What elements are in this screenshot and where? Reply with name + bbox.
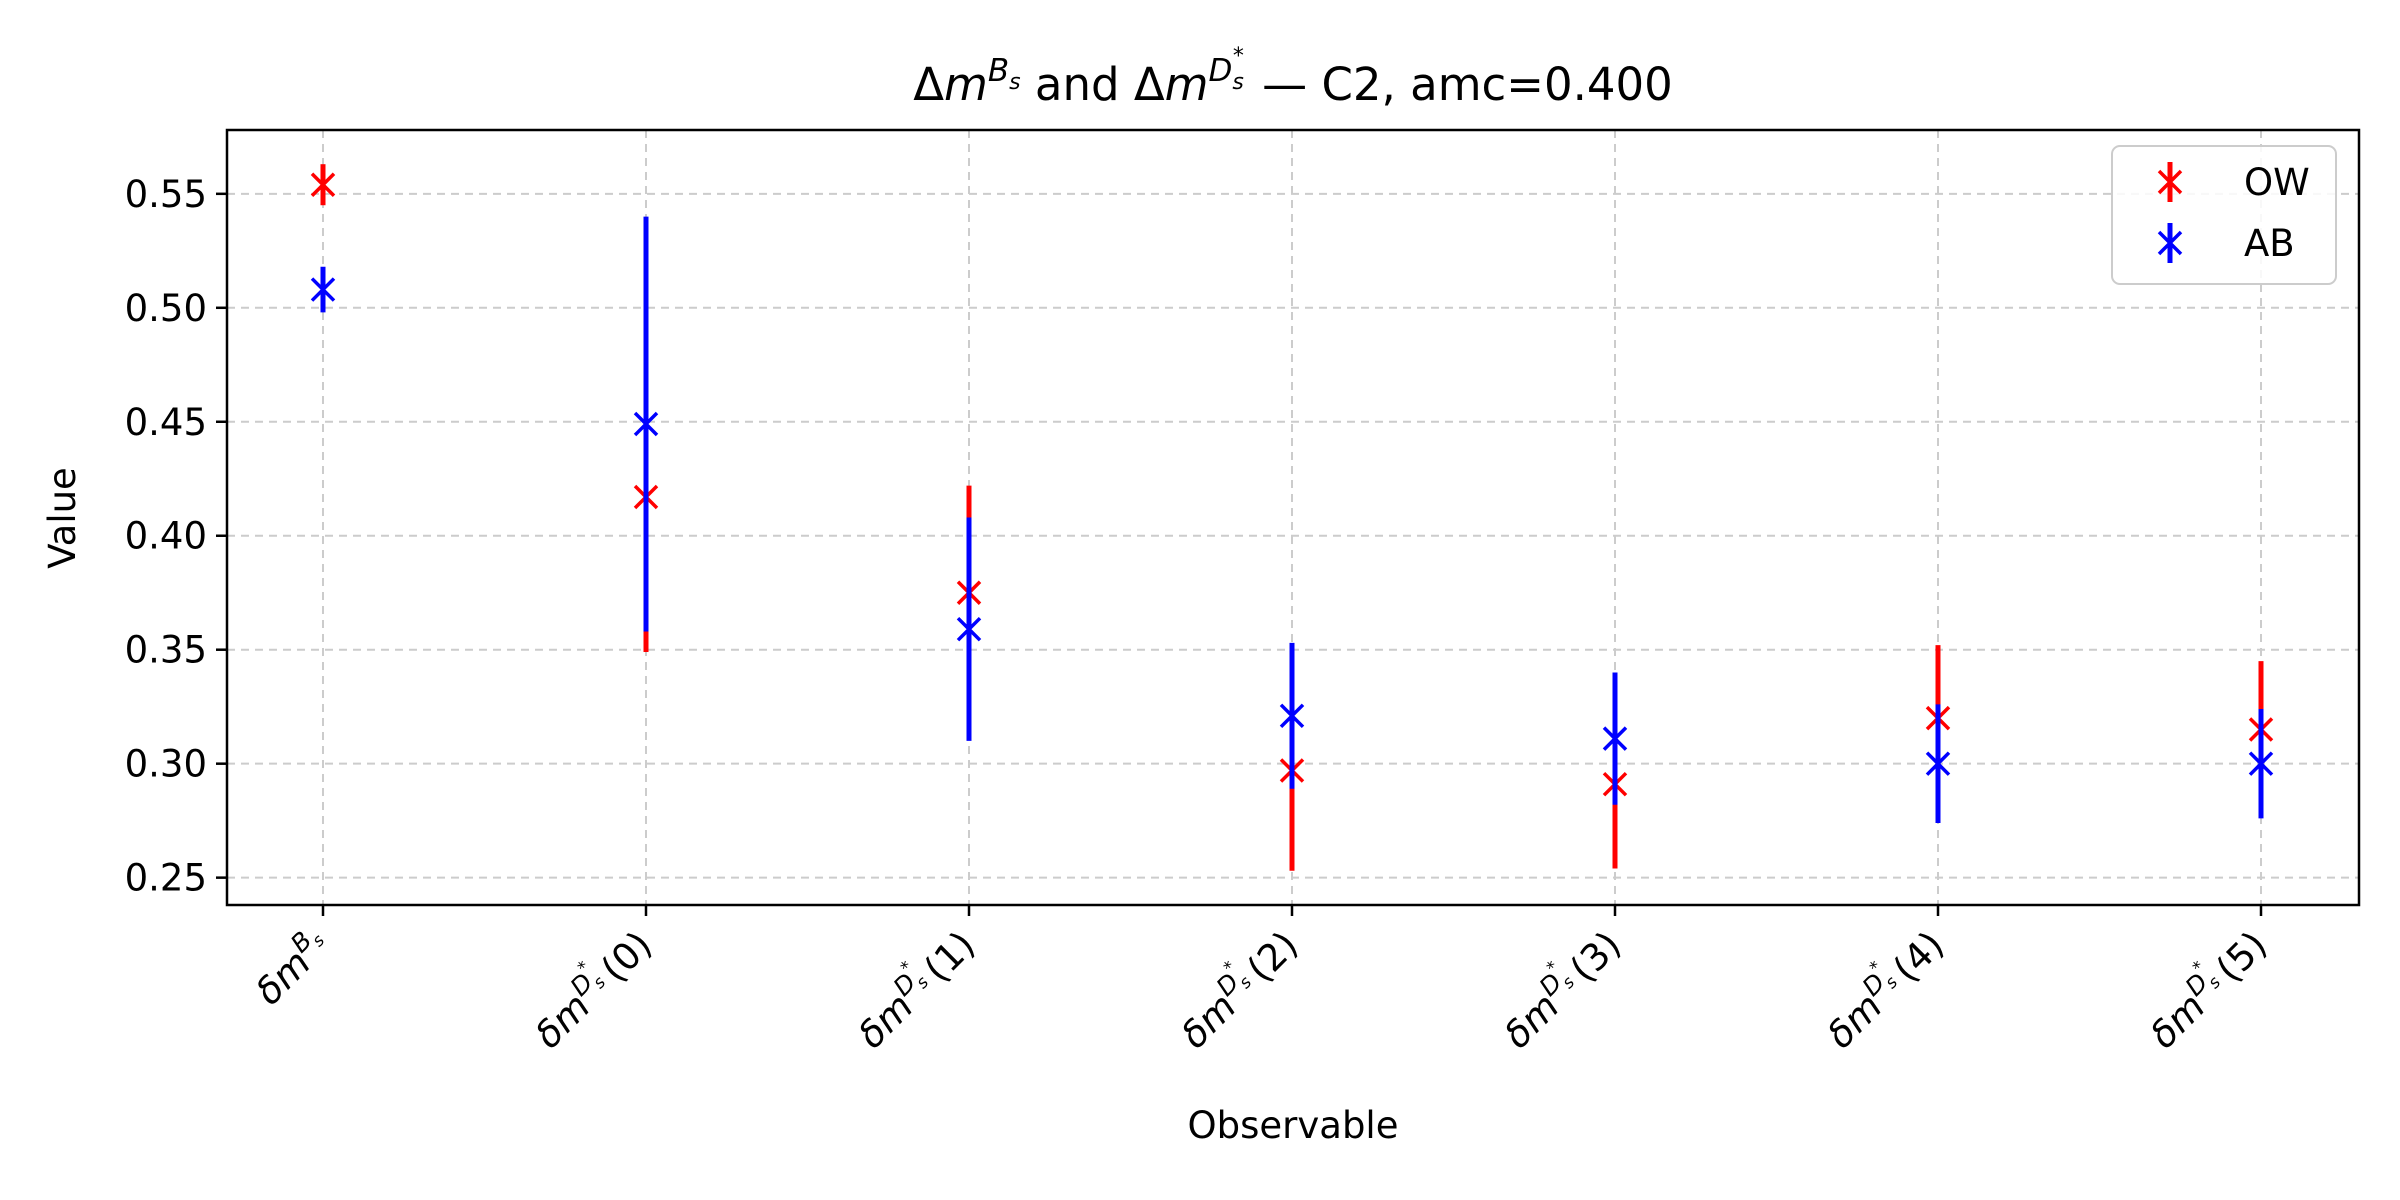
x-marker bbox=[1925, 751, 1951, 776]
data-point-ab bbox=[633, 216, 659, 632]
x-marker bbox=[310, 172, 336, 197]
chart-title: ΔmBs and ΔmDs* — C2, amc=0.400 bbox=[913, 44, 1673, 111]
y-tick-label: 0.40 bbox=[125, 515, 207, 558]
legend-marker bbox=[2157, 230, 2183, 256]
legend-label: OW bbox=[2244, 161, 2310, 204]
legend-marker bbox=[2157, 169, 2183, 195]
x-marker bbox=[956, 616, 982, 642]
data-point-ab bbox=[1602, 672, 1628, 805]
legend: OW AB bbox=[2111, 145, 2337, 285]
data-point-ab bbox=[2248, 708, 2274, 819]
data-point-ab bbox=[310, 266, 336, 313]
data-point-ab bbox=[1925, 704, 1951, 823]
data-point-ab bbox=[956, 517, 982, 741]
y-axis: 0.25 0.30 0.35 0.40 0.45 0.50 0.55 bbox=[125, 173, 227, 900]
data-point-ab bbox=[1279, 642, 1305, 789]
legend-item-ab: AB bbox=[2157, 222, 2295, 265]
y-tick-label: 0.30 bbox=[125, 743, 207, 786]
y-tick-label: 0.50 bbox=[125, 287, 207, 330]
legend-label: AB bbox=[2244, 222, 2295, 265]
data-layer bbox=[310, 164, 2274, 871]
x-marker bbox=[2248, 751, 2274, 776]
data-point-ow bbox=[310, 164, 336, 206]
y-tick-label: 0.45 bbox=[125, 401, 207, 444]
y-tick-label: 0.25 bbox=[125, 857, 207, 900]
x-axis-title: Observable bbox=[1188, 1104, 1399, 1147]
x-marker bbox=[310, 277, 336, 302]
legend-item-ow: OW bbox=[2157, 161, 2310, 204]
y-tick-label: 0.35 bbox=[125, 629, 207, 672]
x-marker bbox=[1279, 703, 1305, 729]
x-marker bbox=[1602, 726, 1628, 751]
y-tick-label: 0.55 bbox=[125, 173, 207, 216]
x-marker bbox=[633, 411, 659, 437]
y-axis-title: Value bbox=[41, 467, 84, 569]
